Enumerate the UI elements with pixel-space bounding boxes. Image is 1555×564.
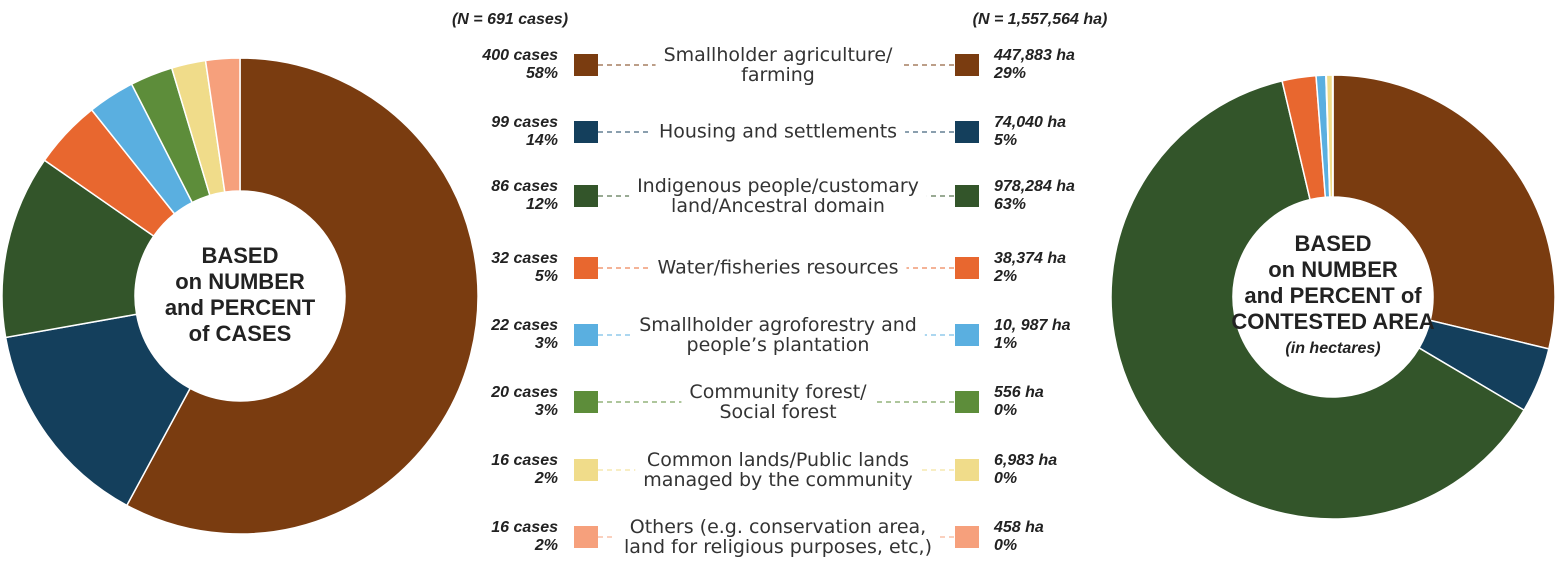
percent-label: 0%	[994, 402, 1017, 419]
legend-swatch	[955, 324, 979, 346]
value-label: 458 ha	[993, 519, 1044, 536]
donut-slice	[1110, 80, 1526, 520]
value-label: 86 cases	[491, 178, 558, 195]
category-label: Others (e.g. conservation area, land for …	[624, 516, 932, 558]
value-label: 556 ha	[994, 384, 1044, 401]
center-label: BASED	[1294, 231, 1371, 256]
legend-swatch	[574, 54, 598, 76]
label-backdrop	[655, 43, 902, 86]
label-backdrop	[631, 313, 925, 356]
value-label: 74,040 ha	[994, 114, 1066, 131]
legend-swatch	[955, 526, 979, 548]
legend-swatch	[574, 391, 598, 413]
legend-swatch	[955, 121, 979, 143]
value-label: 400 cases	[481, 47, 558, 64]
n-label-area: (N = 1,557,564 ha)	[973, 11, 1108, 28]
center-label: and PERCENT	[165, 295, 316, 320]
legend-swatch	[955, 391, 979, 413]
percent-label: 5%	[994, 132, 1017, 149]
legend-swatch	[955, 257, 979, 279]
percent-label: 2%	[534, 537, 558, 554]
value-label: 447,883 ha	[993, 47, 1075, 64]
legend-swatch	[574, 324, 598, 346]
percent-label: 2%	[534, 470, 558, 487]
legend-swatch	[955, 54, 979, 76]
legend-swatch	[574, 121, 598, 143]
percent-label: 5%	[535, 268, 558, 285]
center-label: on NUMBER	[175, 269, 305, 294]
legend-swatch	[955, 185, 979, 207]
category-label: Common lands/Public lands managed by the …	[643, 449, 912, 491]
percent-label: 0%	[994, 537, 1017, 554]
value-label: 22 cases	[490, 317, 558, 334]
donut-slice	[204, 57, 241, 193]
legend-swatch	[955, 459, 979, 481]
label-backdrop	[650, 120, 906, 143]
value-label: 16 cases	[491, 519, 558, 536]
value-label: 32 cases	[491, 250, 558, 267]
category-label: Housing and settlements	[659, 121, 897, 143]
percent-label: 63%	[994, 196, 1026, 213]
percent-label: 3%	[535, 335, 558, 352]
legend-swatch	[574, 185, 598, 207]
percent-label: 14%	[526, 132, 558, 149]
percent-label: 0%	[994, 470, 1017, 487]
center-label: on NUMBER	[1268, 257, 1398, 282]
donut-slice	[4, 313, 192, 507]
label-backdrop	[681, 380, 876, 423]
legend-swatch	[574, 257, 598, 279]
percent-label: 12%	[526, 196, 558, 213]
label-backdrop	[635, 448, 921, 491]
label-backdrop	[629, 174, 927, 217]
center-label: CONTESTED AREA	[1231, 309, 1434, 334]
center-subtitle: (in hectares)	[1285, 340, 1380, 357]
category-label: Smallholder agroforestry and people’s pla…	[639, 314, 917, 356]
value-label: 20 cases	[490, 384, 558, 401]
label-backdrop	[615, 515, 941, 558]
value-label: 99 cases	[491, 114, 558, 131]
donut-slice	[1, 159, 155, 339]
value-label: 38,374 ha	[994, 250, 1066, 267]
n-label-cases: (N = 691 cases)	[452, 11, 568, 28]
value-label: 6,983 ha	[994, 452, 1057, 469]
label-backdrop	[649, 256, 907, 279]
percent-label: 29%	[993, 65, 1026, 82]
category-label: Smallholder agriculture/farming	[664, 44, 893, 86]
category-label: Indigenous people/customary land/Ancestra…	[637, 175, 919, 217]
center-label: and PERCENT of	[1244, 283, 1422, 308]
donut-slice	[1332, 74, 1555, 350]
category-label: Water/fisheries resources	[658, 257, 899, 279]
legend-swatch	[574, 459, 598, 481]
donut-slice	[125, 57, 479, 535]
percent-label: 2%	[993, 268, 1017, 285]
center-label: BASED	[201, 243, 278, 268]
percent-label: 3%	[535, 402, 558, 419]
percent-label: 1%	[994, 335, 1017, 352]
legend-swatch	[574, 526, 598, 548]
value-label: 10, 987 ha	[994, 317, 1071, 334]
value-label: 978,284 ha	[994, 178, 1075, 195]
value-label: 16 cases	[491, 452, 558, 469]
percent-label: 58%	[526, 65, 558, 82]
category-label: Community forest/Social forest	[689, 381, 867, 423]
center-label: of CASES	[189, 321, 292, 346]
